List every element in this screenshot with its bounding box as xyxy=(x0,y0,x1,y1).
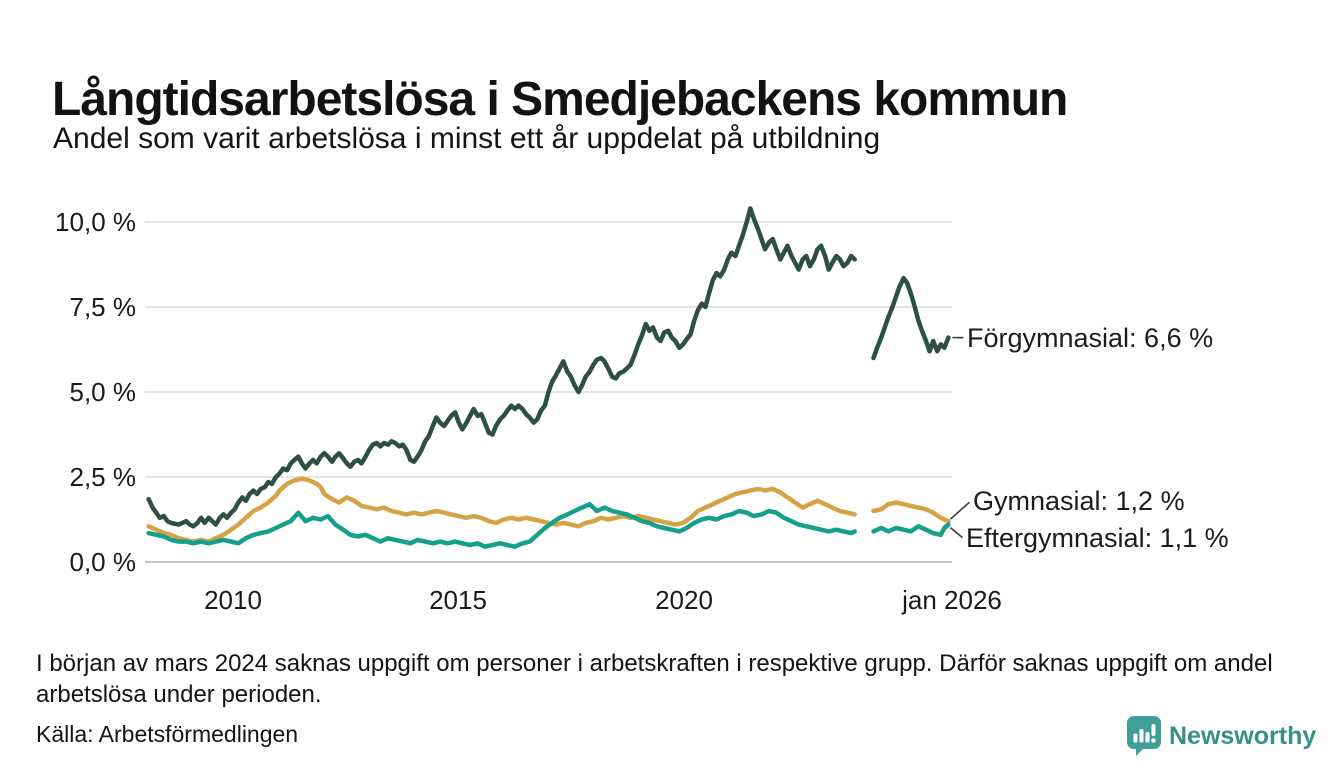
x-tick-2010: 2010 xyxy=(204,585,262,615)
y-tick-2-5: 2,5 % xyxy=(69,462,137,492)
page-title: Långtidsarbetslösa i Smedjebackens kommu… xyxy=(52,73,1068,127)
series-end-label-eftergymnasial: Eftergymnasial: 1,1 % xyxy=(966,523,1229,553)
x-tick-2020: 2020 xyxy=(655,585,713,615)
leader-lines xyxy=(949,336,970,539)
y-tick-10: 10,0 % xyxy=(55,207,136,237)
series-end-label-forgymnasial: Förgymnasial: 6,6 % xyxy=(967,323,1214,353)
x-tick-jan-2026: jan 2026 xyxy=(902,585,1002,615)
y-tick-5: 5,0 % xyxy=(69,377,137,407)
series-end-label-gymnasial: Gymnasial: 1,2 % xyxy=(973,486,1185,516)
y-tick-0: 0,0 % xyxy=(69,547,137,577)
newsworthy-logo-wordmark: Newsworthy xyxy=(1169,722,1317,750)
footnote: I början av mars 2024 saknas uppgift om … xyxy=(36,650,1273,708)
y-tick-7-5: 7,5 % xyxy=(69,292,137,322)
line-chart xyxy=(145,206,970,563)
x-tick-2015: 2015 xyxy=(429,585,487,615)
source-credit: Källa: Arbetsförmedlingen xyxy=(36,721,299,747)
page-subtitle: Andel som varit arbetslösa i minst ett å… xyxy=(53,122,881,155)
series-lines xyxy=(146,206,951,549)
newsworthy-logo-icon xyxy=(1127,716,1161,756)
